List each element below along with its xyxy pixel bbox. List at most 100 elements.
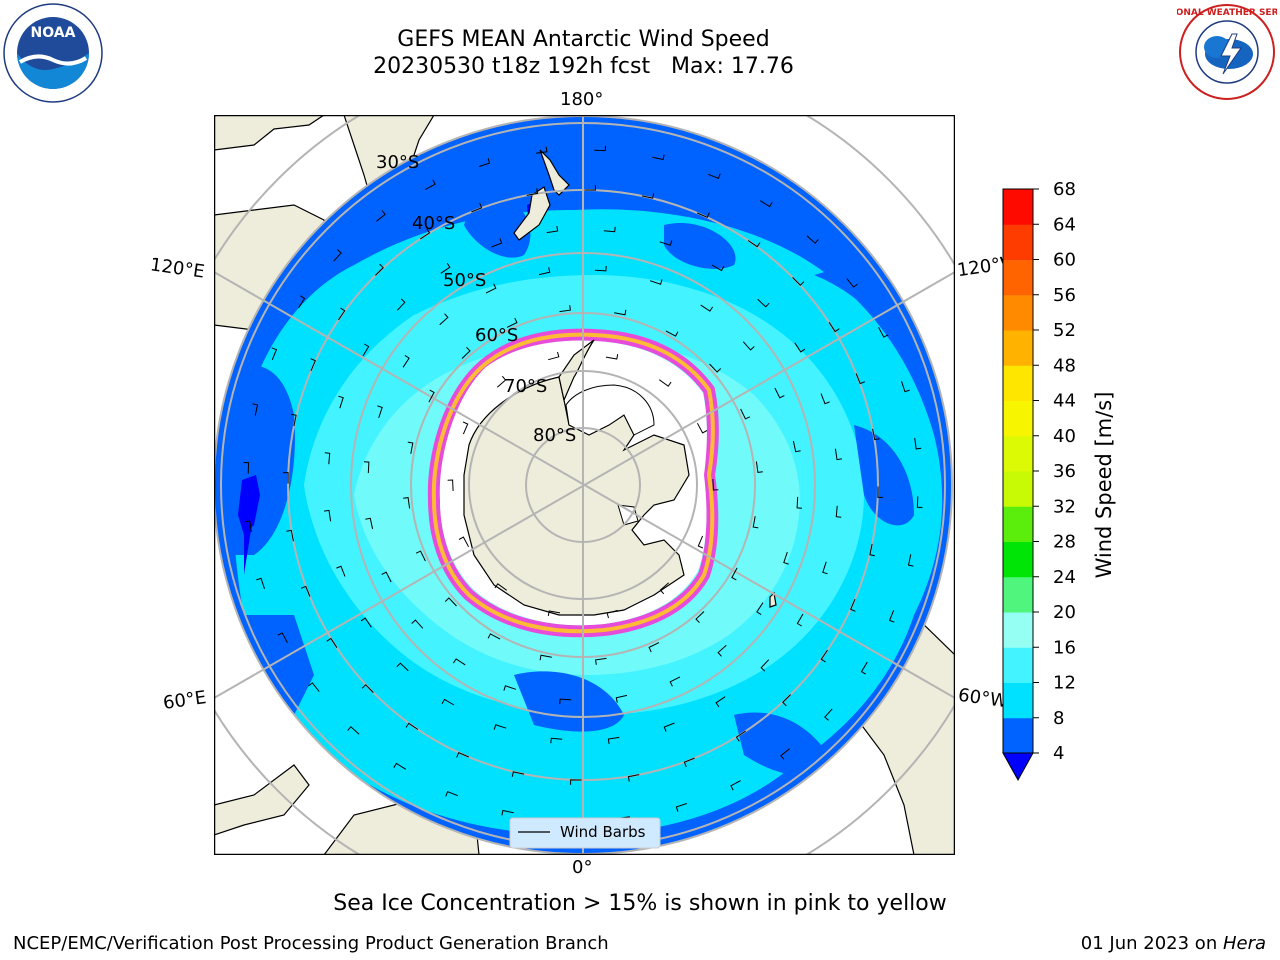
colorbar-tick-label: 60 bbox=[1053, 250, 1076, 271]
wind-barb bbox=[796, 613, 804, 627]
wind-barb bbox=[683, 757, 695, 768]
wind-barb bbox=[760, 659, 770, 672]
antarctica-landmass bbox=[463, 339, 690, 616]
wind-barb bbox=[665, 330, 679, 337]
wind-barb bbox=[627, 774, 640, 782]
wind-barb bbox=[708, 173, 721, 180]
wind-barb bbox=[747, 240, 761, 248]
colorbar-swatch bbox=[1003, 682, 1033, 719]
new-zealand bbox=[513, 149, 777, 608]
lat-label-30s: 30°S bbox=[376, 152, 420, 173]
colorbar-tick-label: 8 bbox=[1053, 708, 1064, 729]
colorbar-tick-label: 28 bbox=[1053, 532, 1076, 553]
wind-barb bbox=[735, 730, 746, 742]
wind-barb bbox=[742, 341, 755, 351]
wind-barb bbox=[447, 479, 454, 492]
wind-barb bbox=[820, 649, 828, 663]
wind-barb bbox=[855, 373, 866, 385]
wind-barb bbox=[697, 535, 704, 549]
colorbar-tick-label: 4 bbox=[1053, 743, 1064, 764]
colorbar-tick-label: 48 bbox=[1053, 355, 1076, 376]
wind-barb bbox=[403, 497, 411, 509]
wind-barb bbox=[603, 226, 616, 233]
wind-barb bbox=[300, 585, 311, 597]
wind-barb bbox=[652, 154, 665, 161]
wind-barb bbox=[888, 610, 895, 623]
wind-barb bbox=[375, 263, 384, 276]
ross-ice-shelf bbox=[565, 384, 655, 526]
colorbar-swatch bbox=[1003, 189, 1033, 225]
wind-barb bbox=[755, 461, 763, 473]
wind-barb bbox=[535, 146, 548, 154]
lon-label-120e: 120°E bbox=[148, 254, 206, 283]
wind-barb bbox=[485, 283, 497, 294]
wind-barb bbox=[405, 722, 419, 730]
colorbar-tick-label: 52 bbox=[1053, 320, 1076, 341]
colorbar-swatch bbox=[1003, 435, 1033, 472]
sea-ice-caption: Sea Ice Concentration > 15% is shown in … bbox=[333, 891, 947, 916]
wind-barb bbox=[756, 602, 764, 616]
wind-barb bbox=[782, 694, 791, 707]
wind-barb bbox=[547, 610, 561, 616]
wind-barb bbox=[872, 428, 880, 441]
wind-barb bbox=[283, 472, 289, 484]
wind-barb bbox=[774, 387, 785, 399]
wind-barb bbox=[445, 790, 458, 797]
wind-barb bbox=[820, 393, 830, 405]
wind-barb bbox=[458, 536, 470, 548]
colorbar-tick-label: 56 bbox=[1053, 285, 1076, 306]
wind-barb bbox=[407, 441, 414, 454]
wind-barb bbox=[471, 202, 483, 213]
wind-barb bbox=[244, 520, 252, 533]
wind-barb bbox=[860, 661, 868, 675]
wind-barb bbox=[494, 583, 507, 591]
svg-text:NATIONAL WEATHER SERVICE: NATIONAL WEATHER SERVICE bbox=[1177, 8, 1277, 18]
colorbar-tick-label: 68 bbox=[1053, 180, 1076, 200]
lon-label-60e: 60°E bbox=[161, 687, 208, 714]
wind-barb bbox=[740, 408, 751, 420]
wind-barb bbox=[780, 748, 790, 760]
wind-barb bbox=[594, 145, 606, 152]
wind-barb bbox=[277, 632, 288, 643]
wind-barb bbox=[605, 354, 619, 360]
wind-barb bbox=[615, 694, 628, 703]
wind-barb bbox=[607, 736, 620, 744]
wind-barb bbox=[336, 565, 346, 577]
wind-barb bbox=[347, 726, 360, 735]
colorbar-tick-label: 20 bbox=[1053, 602, 1076, 623]
wind-barb bbox=[396, 298, 406, 311]
colorbar-tick-label: 16 bbox=[1053, 637, 1076, 658]
wind-barb bbox=[503, 685, 517, 691]
map-frame bbox=[214, 115, 955, 855]
wind-barb bbox=[506, 317, 518, 328]
wind-barb bbox=[641, 193, 655, 199]
wind-barb bbox=[806, 235, 819, 244]
wind-barb bbox=[396, 662, 409, 672]
wind-barb bbox=[324, 452, 331, 465]
footer-branch: NCEP/EMC/Verification Post Processing Pr… bbox=[13, 933, 609, 954]
antarctic-wind-map: Wind Barbs bbox=[214, 115, 955, 855]
map-legend: Wind Barbs bbox=[509, 817, 661, 849]
wind-barb bbox=[846, 278, 858, 288]
wind-barb bbox=[877, 486, 883, 498]
colorbar-label: Wind Speed [m/s] bbox=[1092, 391, 1116, 579]
wind-barb bbox=[381, 571, 392, 583]
wind-barb bbox=[491, 238, 503, 248]
wind-barb bbox=[243, 462, 250, 474]
footer-date-text: 01 Jun 2023 on bbox=[1080, 933, 1223, 954]
wind-barb bbox=[914, 437, 922, 450]
wind-barb bbox=[539, 654, 552, 661]
colorbar-tick-label: 64 bbox=[1053, 214, 1076, 235]
wind-barb bbox=[783, 551, 789, 565]
wind-barb bbox=[420, 228, 431, 240]
wind-barb bbox=[393, 762, 407, 770]
wind-barb bbox=[794, 342, 806, 353]
wind-barb bbox=[570, 779, 582, 785]
footer-date: 01 Jun 2023 on Hera bbox=[1081, 933, 1266, 954]
wind-barb bbox=[649, 279, 663, 285]
colorbar-swatch bbox=[1003, 471, 1033, 507]
lat-label-60s: 60°S bbox=[475, 325, 519, 346]
wind-barb bbox=[511, 771, 525, 777]
colorbar-tick-label: 12 bbox=[1053, 673, 1076, 694]
